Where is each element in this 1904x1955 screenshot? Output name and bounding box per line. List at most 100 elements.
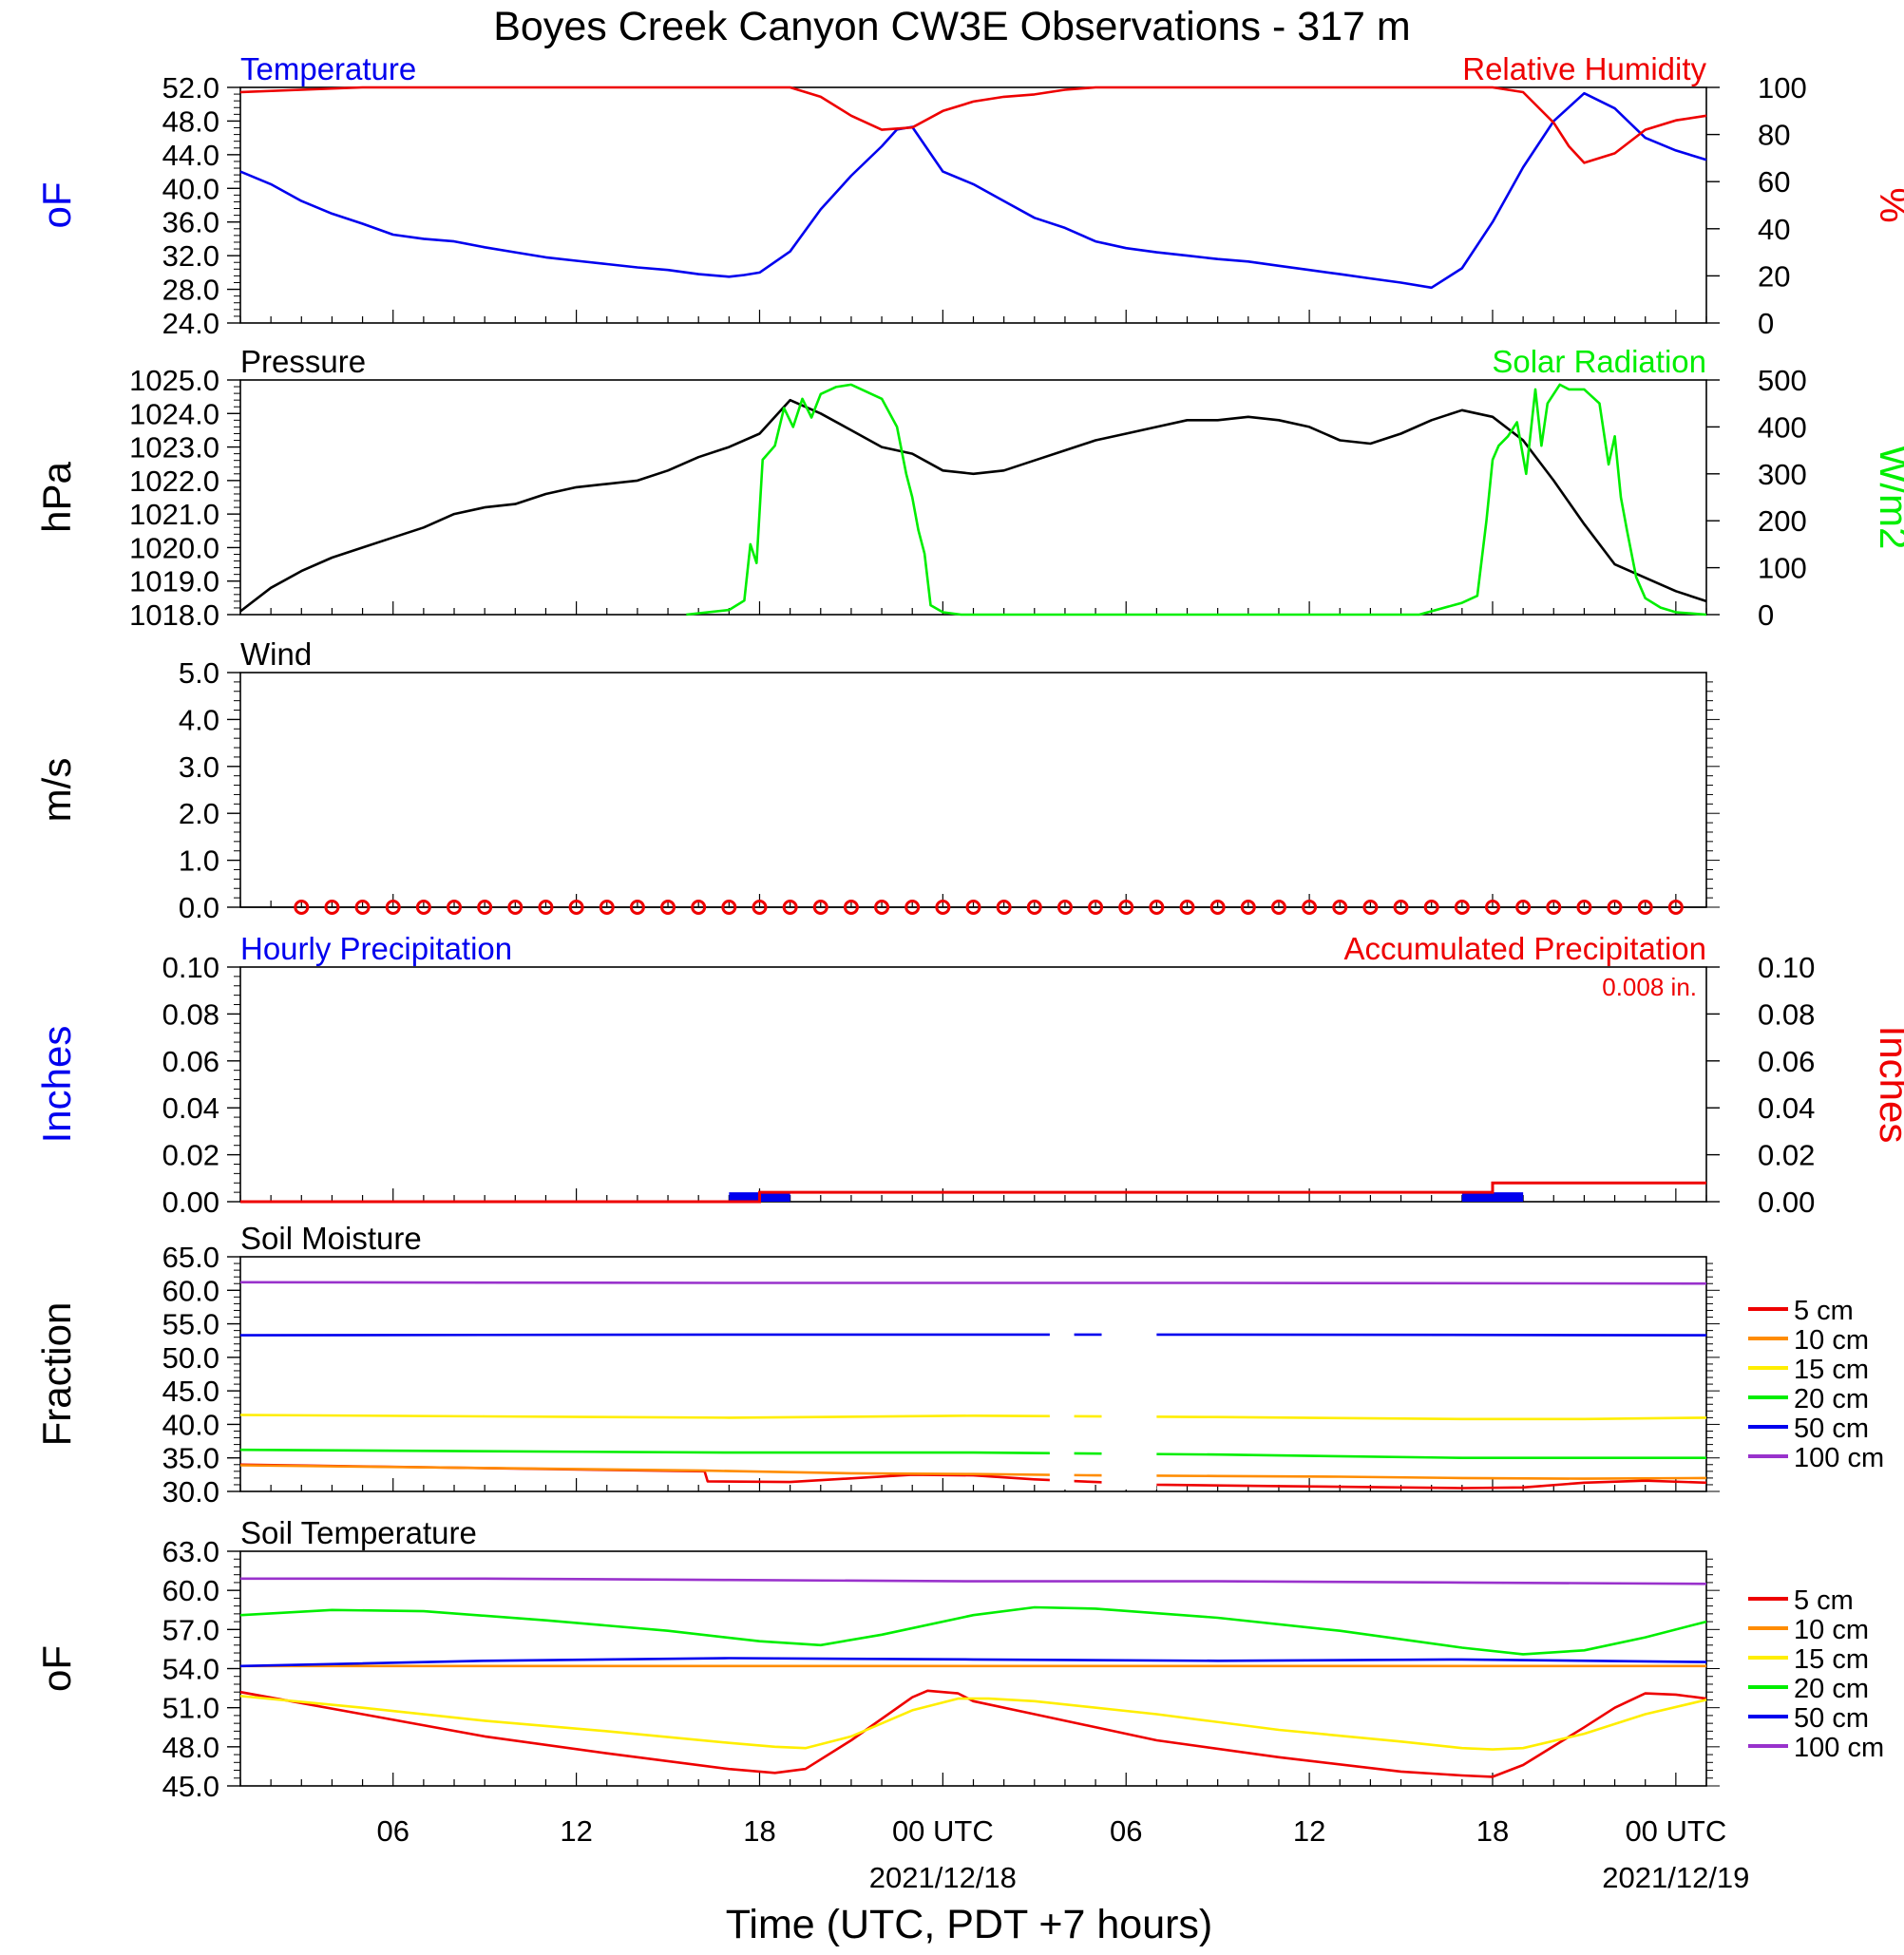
wind-point	[1546, 900, 1562, 915]
series-line-relative-humidity	[239, 85, 1707, 164]
wind-point	[538, 900, 554, 915]
y-tick-label-left: 28.0	[162, 274, 219, 307]
y-tick-label-right: 0.06	[1758, 1045, 1815, 1078]
y-tick-label-left: 0.04	[162, 1091, 219, 1125]
wind-point	[568, 900, 584, 915]
wind-point	[843, 900, 859, 915]
wind-point	[721, 900, 737, 915]
y-tick-label-left: 1021.0	[129, 498, 219, 531]
x-tick-label: 06	[376, 1814, 409, 1848]
wind-point	[1026, 900, 1042, 915]
precip-bar	[1461, 1192, 1493, 1202]
wind-point	[1576, 900, 1592, 915]
series-line-15-cm	[239, 1695, 1707, 1751]
panel-wind: 0.0 1.0 2.0 3.0 4.0 5.0 Wind m/s	[34, 636, 1720, 924]
wind-point	[965, 900, 981, 915]
panel-frame	[239, 1256, 1707, 1492]
panel-pressure-solar: 1018.01019.01020.01021.01022.01023.01024…	[34, 344, 1904, 632]
y-tick-label-left: 0.02	[162, 1139, 219, 1172]
y-tick-label-right: 0.08	[1758, 997, 1815, 1031]
y-axis-title-left: m/s	[34, 758, 79, 823]
y-tick-label-left: 4.0	[179, 703, 219, 736]
y-tick-label-left: 36.0	[162, 206, 219, 239]
wind-point	[752, 900, 768, 915]
y-tick-label-left: 57.0	[162, 1613, 219, 1646]
accum-precip-line	[240, 1181, 1706, 1204]
y-tick-label-left: 1022.0	[129, 465, 219, 498]
y-tick-label-left: 44.0	[162, 139, 219, 172]
y-tick-label-left: 55.0	[162, 1308, 219, 1341]
y-tick-label-left: 5.0	[179, 656, 219, 690]
wind-point	[812, 900, 828, 915]
y-tick-label-left: 65.0	[162, 1241, 219, 1274]
wind-point	[660, 900, 676, 915]
y-tick-label-left: 54.0	[162, 1653, 219, 1686]
precip-bar	[1492, 1192, 1524, 1202]
y-tick-label-right: 60	[1758, 165, 1790, 199]
panel-soil-moisture: 30.035.040.045.050.055.060.065.0 Soil Moi…	[34, 1221, 1884, 1509]
panel-title-right: Solar Radiation	[1492, 344, 1706, 379]
y-tick-label-left: 48.0	[162, 1731, 219, 1764]
wind-point	[782, 900, 798, 915]
panel-title-right: Accumulated Precipitation	[1343, 931, 1706, 966]
wind-point	[935, 900, 951, 915]
y-axis-title-left: Fraction	[34, 1302, 79, 1447]
y-tick-label-left: 1020.0	[129, 531, 219, 564]
x-tick-label: 18	[743, 1814, 775, 1848]
x-date-label: 2021/12/18	[869, 1861, 1017, 1894]
x-axis-label: Time (UTC, PDT +7 hours)	[726, 1902, 1213, 1947]
chart-title: Boyes Creek Canyon CW3E Observations - 3…	[493, 4, 1411, 49]
y-tick-label-left: 48.0	[162, 104, 219, 138]
wind-point	[1332, 900, 1348, 915]
wind-point	[447, 900, 463, 915]
y-tick-label-right: 500	[1758, 364, 1807, 397]
wind-point	[599, 900, 615, 915]
legend-label: 50 cm	[1794, 1414, 1869, 1444]
wind-point	[385, 900, 401, 915]
series-line-temperature	[239, 91, 1707, 290]
legend-label: 5 cm	[1794, 1296, 1854, 1326]
y-tick-label-right: 0.00	[1758, 1186, 1815, 1219]
y-tick-label-left: 50.0	[162, 1341, 219, 1375]
series-line-50-cm	[239, 1333, 1707, 1337]
y-tick-label-right: 300	[1758, 458, 1807, 491]
legend-label: 100 cm	[1794, 1443, 1884, 1473]
y-tick-label-right: 20	[1758, 259, 1790, 293]
series-line-100-cm	[239, 1281, 1707, 1285]
legend-label: 100 cm	[1794, 1733, 1884, 1763]
y-tick-label-left: 0.0	[179, 891, 219, 924]
y-tick-label-left: 1025.0	[129, 364, 219, 397]
y-tick-label-left: 45.0	[162, 1770, 219, 1803]
y-tick-label-left: 30.0	[162, 1475, 219, 1509]
panel-precipitation: 0.00 0.02 0.04 0.06 0.08 0.10 0.00 0.02 0.04 0.06…	[34, 931, 1904, 1219]
wind-point	[1423, 900, 1439, 915]
x-date-label: 2021/12/19	[1602, 1861, 1749, 1894]
panel-frame	[239, 672, 1707, 908]
y-tick-label-left: 45.0	[162, 1375, 219, 1408]
wind-point	[691, 900, 707, 915]
wind-point	[1637, 900, 1653, 915]
y-tick-label-left: 52.0	[162, 71, 219, 104]
wind-point	[415, 900, 431, 915]
legend-label: 15 cm	[1794, 1355, 1869, 1385]
y-tick-label-left: 0.08	[162, 997, 219, 1031]
series-line-100-cm	[240, 1577, 1707, 1585]
y-tick-label-left: 1018.0	[129, 598, 219, 632]
wind-point	[1454, 900, 1470, 915]
y-tick-label-right: 400	[1758, 410, 1807, 444]
y-tick-label-right: 200	[1758, 504, 1807, 538]
series-line-pressure	[239, 398, 1707, 613]
panel-title-left: Hourly Precipitation	[240, 931, 512, 966]
legend-label: 10 cm	[1794, 1325, 1869, 1356]
series-line-20-cm	[239, 1605, 1707, 1656]
wind-point	[996, 900, 1012, 915]
y-axis-title-left: oF	[34, 1645, 79, 1692]
data-gap	[1101, 1285, 1157, 1490]
panel-frame	[239, 966, 1707, 1203]
y-tick-label-right: 0.04	[1758, 1091, 1815, 1125]
wind-point	[904, 900, 921, 915]
x-tick-label: 12	[1293, 1814, 1325, 1848]
wind-point	[294, 900, 310, 915]
wind-point	[507, 900, 524, 915]
wind-point	[1270, 900, 1286, 915]
